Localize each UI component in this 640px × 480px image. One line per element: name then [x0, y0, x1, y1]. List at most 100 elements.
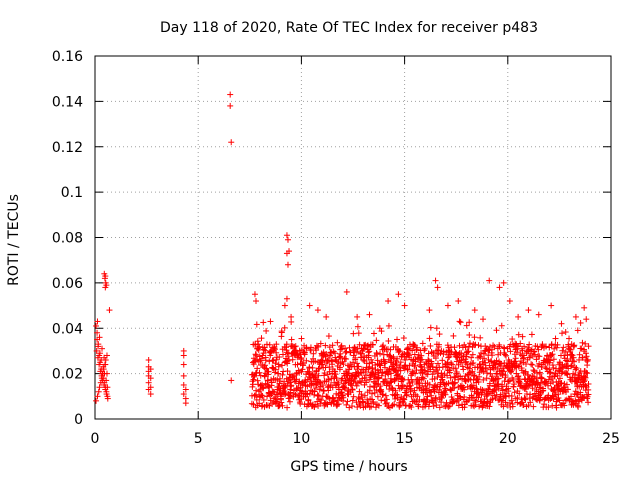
- data-point: [419, 374, 426, 381]
- data-point: [286, 392, 293, 399]
- data-point: [527, 399, 534, 406]
- data-point: [281, 391, 288, 398]
- data-point: [419, 340, 426, 347]
- data-point: [575, 403, 582, 410]
- data-point: [436, 331, 443, 338]
- data-point: [477, 354, 484, 361]
- data-point: [563, 381, 570, 388]
- data-point: [284, 368, 291, 375]
- data-point: [360, 356, 367, 363]
- data-point: [416, 384, 423, 391]
- data-point: [324, 401, 331, 408]
- data-point: [249, 381, 256, 388]
- data-point: [517, 360, 524, 367]
- data-point: [527, 391, 534, 398]
- data-point: [534, 343, 541, 350]
- data-point: [256, 343, 263, 350]
- data-point: [317, 340, 324, 347]
- data-point: [468, 354, 475, 361]
- data-point: [567, 363, 574, 370]
- data-point: [489, 373, 496, 380]
- data-point: [418, 356, 425, 363]
- data-point: [326, 364, 333, 371]
- data-point: [227, 91, 234, 98]
- y-tick-label: 0.08: [52, 231, 83, 247]
- data-point: [547, 357, 554, 364]
- data-point: [312, 384, 319, 391]
- data-point: [95, 341, 102, 348]
- data-point: [548, 352, 555, 359]
- data-point: [339, 392, 346, 399]
- data-point: [458, 356, 465, 363]
- data-point: [406, 352, 413, 359]
- data-point: [353, 348, 360, 355]
- data-point: [267, 392, 274, 399]
- data-point: [271, 369, 278, 376]
- data-point: [316, 386, 323, 393]
- data-point: [471, 372, 478, 379]
- data-point: [353, 382, 360, 389]
- data-point: [264, 393, 271, 400]
- data-point: [403, 391, 410, 398]
- data-point: [254, 365, 261, 372]
- data-point: [145, 357, 152, 364]
- data-point: [559, 347, 566, 354]
- data-point: [106, 307, 113, 314]
- data-point: [513, 342, 520, 349]
- data-point: [268, 379, 275, 386]
- data-point: [498, 360, 505, 367]
- data-point: [563, 370, 570, 377]
- data-point: [551, 345, 558, 352]
- data-point: [507, 348, 514, 355]
- data-point: [444, 372, 451, 379]
- data-point: [413, 398, 420, 405]
- data-point: [401, 396, 408, 403]
- data-point: [101, 381, 108, 388]
- data-point: [284, 380, 291, 387]
- data-point: [577, 319, 584, 326]
- data-point: [500, 368, 507, 375]
- data-point: [556, 397, 563, 404]
- data-point: [425, 356, 432, 363]
- data-point: [147, 366, 154, 373]
- data-point: [307, 346, 314, 353]
- data-point: [382, 392, 389, 399]
- data-point: [375, 402, 382, 409]
- data-point: [571, 358, 578, 365]
- data-point: [522, 368, 529, 375]
- data-point: [516, 378, 523, 385]
- data-point: [536, 369, 543, 376]
- data-point: [584, 356, 591, 363]
- data-point: [540, 387, 547, 394]
- data-point: [522, 386, 529, 393]
- data-point: [312, 358, 319, 365]
- data-point: [372, 380, 379, 387]
- data-point: [260, 396, 267, 403]
- data-point: [533, 356, 540, 363]
- data-point: [344, 398, 351, 405]
- data-point: [558, 320, 565, 327]
- data-point: [293, 386, 300, 393]
- data-point: [180, 361, 187, 368]
- data-point: [585, 391, 592, 398]
- data-point: [449, 399, 456, 406]
- data-point: [281, 324, 288, 331]
- data-point: [400, 335, 407, 342]
- data-point: [537, 394, 544, 401]
- data-point: [94, 354, 101, 361]
- data-point: [349, 403, 356, 410]
- data-point: [421, 367, 428, 374]
- data-point: [553, 344, 560, 351]
- data-point: [415, 351, 422, 358]
- data-point: [418, 352, 425, 359]
- data-point: [400, 395, 407, 402]
- data-point: [408, 404, 415, 411]
- data-point: [414, 393, 421, 400]
- data-point: [574, 327, 581, 334]
- data-point: [95, 388, 102, 395]
- data-point: [340, 394, 347, 401]
- data-point: [280, 351, 287, 358]
- data-point: [271, 345, 278, 352]
- data-point: [325, 333, 332, 340]
- data-point: [103, 391, 110, 398]
